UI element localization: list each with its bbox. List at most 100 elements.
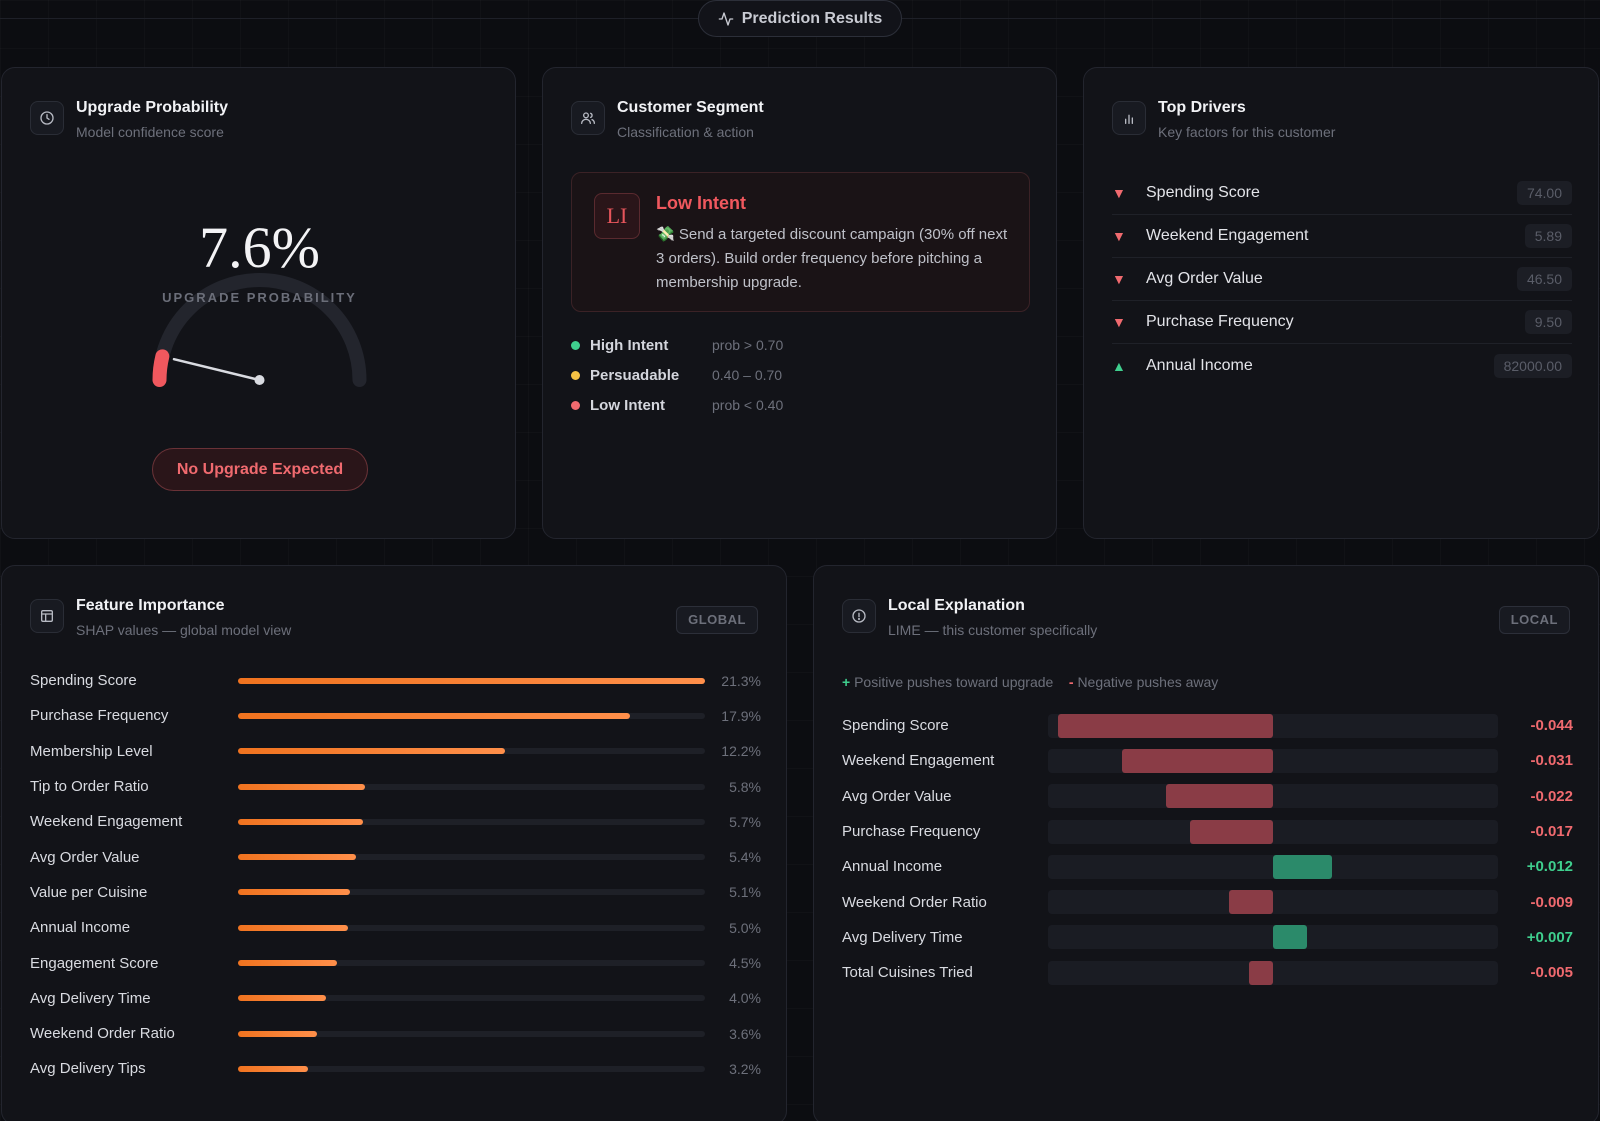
feature-name: Membership Level	[30, 742, 153, 760]
feature-name: Avg Delivery Tips	[30, 1060, 146, 1078]
lime-value: -0.005	[1530, 964, 1573, 982]
lime-value: +0.007	[1526, 928, 1573, 946]
feature-name: Annual Income	[30, 919, 131, 937]
probability-gauge	[152, 273, 367, 387]
triangle-up-icon: ▲	[1112, 357, 1126, 374]
legend-name: High Intent	[590, 336, 669, 354]
feature-bar	[238, 1065, 309, 1072]
legend-dot	[571, 340, 580, 350]
feature-row: Tip to Order Ratio 5.8%	[30, 769, 761, 804]
feature-bar	[238, 783, 366, 790]
feature-value: 21.3%	[721, 672, 761, 689]
legend-item: Low Intent prob < 0.40	[571, 390, 783, 420]
card-title: Upgrade Probability	[76, 99, 229, 116]
global-tag: GLOBAL	[676, 606, 758, 634]
feature-value: 3.2%	[729, 1060, 761, 1077]
driver-value: 5.89	[1524, 224, 1572, 248]
positive-legend-text: Positive pushes toward upgrade	[854, 674, 1054, 690]
lime-value: -0.017	[1530, 823, 1573, 841]
lime-bar	[1273, 854, 1332, 879]
driver-row: ▼ Weekend Engagement 5.89	[1112, 215, 1572, 258]
card-title: Top Drivers	[1158, 99, 1246, 116]
legend-dot	[571, 400, 580, 410]
legend-name: Persuadable	[590, 366, 680, 384]
negative-legend-text: Negative pushes away	[1077, 674, 1219, 690]
feature-name: Spending Score	[30, 672, 137, 690]
segment-initials: LI	[594, 193, 640, 239]
recommendation-text: Send a targeted discount campaign (30% o…	[656, 226, 1008, 291]
lime-bar-track	[1048, 784, 1498, 809]
local-explanation-card: Local Explanation LIME — this customer s…	[813, 565, 1599, 1121]
feature-value: 12.2%	[721, 743, 761, 760]
feature-bar	[238, 712, 631, 719]
driver-value: 9.50	[1524, 310, 1572, 334]
lime-row: Weekend Order Ratio -0.009	[842, 884, 1573, 919]
feature-bar	[238, 889, 350, 896]
feature-row: Purchase Frequency 17.9%	[30, 698, 761, 733]
feature-row: Avg Order Value 5.4%	[30, 839, 761, 874]
lime-bar	[1189, 819, 1273, 844]
driver-name: Avg Order Value	[1146, 270, 1263, 287]
driver-value: 46.50	[1516, 267, 1572, 291]
feature-name: Value per Cuisine	[30, 883, 148, 901]
gauge-fill	[152, 349, 170, 387]
money-icon: 💸	[656, 226, 675, 243]
lime-value: -0.031	[1530, 752, 1573, 770]
segment-result-box: LI Low Intent 💸 Send a targeted discount…	[571, 172, 1030, 312]
feature-row: Value per Cuisine 5.1%	[30, 875, 761, 910]
feature-row: Avg Delivery Tips 3.2%	[30, 1051, 761, 1086]
feature-bar-track	[238, 995, 705, 1002]
local-tag: LOCAL	[1498, 606, 1570, 634]
triangle-down-icon: ▼	[1112, 228, 1126, 244]
users-icon	[571, 101, 605, 135]
lime-row: Avg Delivery Time +0.007	[842, 920, 1573, 955]
feature-row: Annual Income 5.0%	[30, 910, 761, 945]
layout-icon	[30, 599, 64, 633]
lime-feature-name: Total Cuisines Tried	[842, 964, 973, 982]
card-title: Customer Segment	[617, 99, 764, 116]
bar-chart-icon	[1112, 101, 1146, 135]
driver-name: Annual Income	[1146, 356, 1253, 374]
segment-legend: High Intent prob > 0.70 Persuadable 0.40 – …	[571, 330, 783, 420]
upgrade-probability-card: Upgrade Probability Model confidence sco…	[1, 67, 516, 539]
triangle-down-icon: ▼	[1112, 271, 1126, 287]
feature-name: Avg Order Value	[30, 848, 140, 866]
feature-value: 5.4%	[729, 849, 761, 866]
feature-bar-track	[238, 712, 705, 719]
segment-recommendation: 💸 Send a targeted discount campaign (30%…	[656, 223, 1008, 295]
lime-feature-name: Weekend Engagement	[842, 752, 995, 770]
gauge-track	[152, 273, 367, 387]
gauge-needle	[172, 357, 261, 382]
feature-bar-track	[238, 677, 705, 684]
lime-bar	[1121, 748, 1273, 773]
card-subtitle: Model confidence score	[76, 124, 224, 140]
card-subtitle: Key factors for this customer	[1158, 124, 1336, 140]
feature-bar-track	[238, 889, 705, 896]
no-upgrade-badge: No Upgrade Expected	[152, 448, 368, 491]
feature-importance-card: Feature Importance SHAP values — global …	[1, 565, 787, 1121]
feature-bar	[238, 1030, 317, 1037]
card-subtitle: Classification & action	[617, 124, 754, 140]
lime-bar-track	[1048, 748, 1498, 773]
driver-value: 82000.00	[1493, 353, 1572, 378]
feature-name: Weekend Order Ratio	[30, 1025, 175, 1043]
feature-bar	[238, 854, 357, 861]
negative-sign: -	[1068, 674, 1074, 690]
local-explanation-list: Spending Score -0.044 Weekend Engagement -0…	[842, 708, 1573, 990]
driver-name: Spending Score	[1146, 184, 1260, 201]
feature-bar-track	[238, 924, 705, 931]
clock-icon	[30, 101, 64, 135]
prediction-results-header: Prediction Results	[698, 0, 902, 37]
lime-value: -0.044	[1530, 717, 1573, 735]
feature-name: Weekend Engagement	[30, 813, 183, 831]
feature-bar-track	[238, 1065, 705, 1072]
triangle-down-icon: ▼	[1112, 185, 1126, 201]
info-icon	[842, 599, 876, 633]
feature-bar-track	[238, 960, 705, 967]
driver-name: Purchase Frequency	[1146, 313, 1294, 330]
legend-range: prob < 0.40	[712, 397, 784, 413]
probability-caption: UPGRADE PROBABILITY	[162, 290, 357, 305]
lime-bar	[1229, 890, 1273, 915]
legend-name: Low Intent	[590, 396, 665, 414]
card-subtitle: SHAP values — global model view	[76, 622, 292, 638]
